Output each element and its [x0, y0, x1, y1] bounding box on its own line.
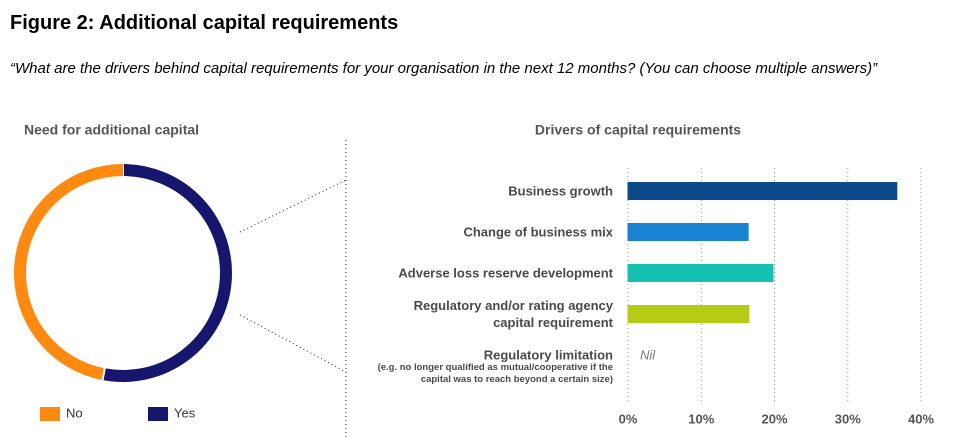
bar [627, 264, 774, 282]
donut-segment [14, 164, 124, 381]
y-tick-label: Regulatory and/or rating agency capital … [413, 298, 613, 330]
x-tick-label: 10% [688, 411, 714, 426]
bar [627, 223, 749, 241]
page-subtitle: “What are the drivers behind capital req… [10, 60, 878, 77]
bar [627, 305, 750, 323]
x-tick-label: 30% [835, 411, 861, 426]
chart-title: Drivers of capital requirements [535, 122, 741, 138]
legend-label: No [66, 405, 83, 420]
donut-segment [102, 164, 232, 382]
segment-gap [101, 366, 107, 383]
y-tick-label: Business growth [508, 183, 613, 199]
page-title: Figure 2: Additional capital requirement… [10, 12, 399, 34]
connector [239, 314, 347, 373]
chart-title: Need for additional capital [24, 122, 199, 138]
legend-swatch [40, 407, 60, 421]
y-tick-label: Regulatory limitation [483, 347, 613, 363]
annotation: (e.g. no longer qualified as mutual/coop… [377, 362, 613, 385]
x-tick-label: 0% [619, 411, 638, 426]
y-tick-label: Change of business mix [463, 224, 613, 240]
x-tick-label: 20% [761, 411, 787, 426]
bar [627, 182, 898, 200]
y-tick-label: Adverse loss reserve development [398, 265, 613, 281]
legend-label: Yes [174, 405, 196, 420]
legend-swatch [148, 407, 168, 421]
value-label: Nil [640, 347, 656, 362]
connector [239, 179, 347, 233]
x-tick-label: 40% [908, 411, 934, 426]
